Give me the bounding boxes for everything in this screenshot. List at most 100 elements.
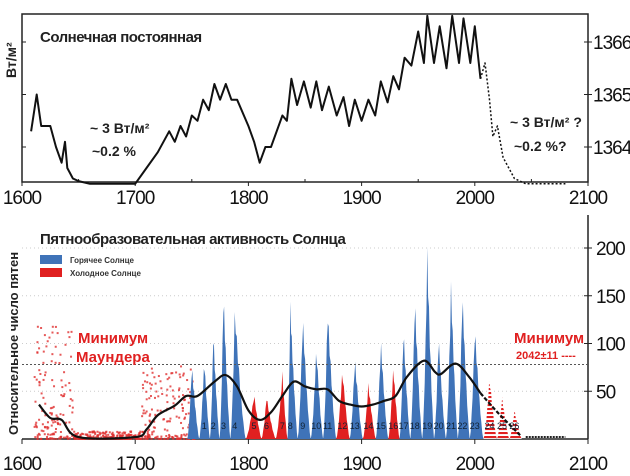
maunder-sunspot-point bbox=[132, 434, 135, 437]
maunder-sunspot-point bbox=[128, 435, 131, 438]
maunder-sunspot-point bbox=[166, 437, 169, 440]
maunder-sunspot-point bbox=[119, 434, 122, 437]
maunder-sunspot-point bbox=[186, 437, 189, 440]
maunder-sunspot-point bbox=[46, 426, 49, 429]
sunspot-y-tick-label: 150 bbox=[596, 287, 625, 308]
maunder-sunspot-point bbox=[67, 331, 70, 334]
smoothed-forecast-line bbox=[479, 392, 521, 436]
maunder-sunspot-point bbox=[36, 437, 39, 440]
tsi-x-tick-label: 1600 bbox=[3, 188, 42, 209]
maunder-sunspot-point bbox=[181, 409, 184, 412]
maunder-sunspot-point bbox=[51, 419, 54, 422]
maunder-sunspot-point bbox=[105, 434, 108, 437]
legend-swatch-cold bbox=[40, 268, 62, 277]
maunder-sunspot-point bbox=[38, 381, 41, 384]
maunder-sunspot-point bbox=[162, 418, 165, 421]
cycle-number-label: 8 bbox=[288, 421, 293, 431]
maunder-sunspot-point bbox=[54, 325, 57, 328]
maunder-sunspot-point bbox=[168, 433, 171, 436]
maunder-sunspot-point bbox=[103, 435, 106, 438]
maunder-sunspot-point bbox=[49, 407, 52, 410]
maunder-sunspot-point bbox=[95, 436, 98, 439]
maunder-sunspot-point bbox=[146, 430, 149, 433]
maunder-sunspot-point bbox=[127, 434, 130, 437]
maunder-sunspot-point bbox=[41, 423, 44, 426]
maunder-sunspot-point bbox=[51, 406, 54, 409]
maunder-sunspot-point bbox=[44, 426, 47, 429]
maunder-sunspot-point bbox=[64, 343, 67, 346]
maunder-sunspot-point bbox=[145, 398, 148, 401]
maunder-sunspot-point bbox=[148, 434, 151, 437]
maunder-sunspot-point bbox=[35, 421, 38, 424]
maunder-sunspot-point bbox=[33, 376, 36, 379]
maunder-sunspot-point bbox=[112, 435, 115, 438]
maunder-sunspot-point bbox=[51, 379, 54, 382]
maunder-sunspot-point bbox=[59, 430, 62, 433]
maunder-sunspot-point bbox=[143, 380, 146, 383]
maunder-sunspot-point bbox=[165, 434, 168, 437]
maunder-sunspot-point bbox=[74, 433, 77, 436]
maunder-sunspot-point bbox=[109, 436, 112, 439]
tsi-series-dashed bbox=[479, 62, 566, 185]
maunder-sunspot-point bbox=[141, 405, 144, 408]
maunder-sunspot-point bbox=[122, 431, 125, 434]
maunder-sunspot-point bbox=[68, 437, 71, 440]
maunder-sunspot-point bbox=[142, 409, 145, 412]
maunder-sunspot-point bbox=[52, 405, 55, 408]
maunder-sunspot-point bbox=[180, 421, 183, 424]
maunder-sunspot-point bbox=[187, 401, 190, 404]
maunder-sunspot-point bbox=[69, 398, 72, 401]
maunder-sunspot-point bbox=[48, 336, 51, 339]
maunder-sunspot-point bbox=[44, 371, 47, 374]
maunder-sunspot-point bbox=[62, 413, 65, 416]
maunder-sunspot-point bbox=[62, 395, 65, 398]
tsi-annotation: ~ 3 Вт/м² ? bbox=[510, 114, 582, 130]
maunder-sunspot-point bbox=[183, 417, 186, 420]
maunder-sunspot-point bbox=[46, 435, 49, 438]
maunder-sunspot-point bbox=[163, 437, 166, 440]
maunder-sunspot-point bbox=[36, 435, 39, 438]
tsi-title: Солнечная постоянная bbox=[40, 29, 202, 46]
maunder-sunspot-point bbox=[146, 435, 149, 438]
maunder-sunspot-point bbox=[42, 378, 45, 381]
sunspot-cycle-19 bbox=[422, 247, 434, 439]
maunder-sunspot-point bbox=[175, 435, 178, 438]
maunder-sunspot-point bbox=[67, 437, 70, 440]
sunspot-x-tick-label: 2100 bbox=[569, 454, 608, 475]
maunder-sunspot-point bbox=[148, 397, 151, 400]
maunder-sunspot-point bbox=[153, 376, 156, 379]
sunspot-cycle-16 bbox=[388, 370, 400, 439]
maunder-sunspot-point bbox=[175, 371, 178, 374]
cycle-number-label: 1 bbox=[202, 421, 207, 431]
maunder-sunspot-point bbox=[45, 345, 48, 348]
tsi-x-tick-label: 2000 bbox=[456, 188, 495, 209]
maunder-sunspot-point bbox=[60, 394, 63, 397]
maunder-sunspot-point bbox=[65, 421, 68, 424]
maunder-sunspot-point bbox=[168, 420, 171, 423]
maunder-sunspot-point bbox=[39, 372, 42, 375]
cycle-number-label: 18 bbox=[410, 421, 420, 431]
maunder-sunspot-point bbox=[56, 332, 59, 335]
legend-swatch-hot bbox=[40, 255, 62, 264]
maunder-sunspot-point bbox=[55, 414, 58, 417]
maunder-sunspot-point bbox=[66, 435, 69, 438]
maunder-sunspot-point bbox=[166, 401, 169, 404]
maunder-sunspot-point bbox=[149, 387, 152, 390]
maunder-sunspot-point bbox=[77, 432, 80, 435]
maunder-sunspot-point bbox=[71, 406, 74, 409]
maunder-sunspot-point bbox=[141, 383, 144, 386]
maunder-sunspot-point bbox=[137, 433, 140, 436]
maunder-sunspot-point bbox=[125, 434, 128, 437]
maunder-sunspot-point bbox=[134, 434, 137, 437]
maunder-sunspot-point bbox=[44, 374, 47, 377]
maunder-sunspot-point bbox=[149, 394, 152, 397]
maunder-sunspot-point bbox=[169, 417, 172, 420]
maunder-sunspot-point bbox=[142, 371, 145, 374]
maunder-sunspot-point bbox=[107, 433, 110, 436]
maunder-sunspot-point bbox=[38, 369, 41, 372]
maunder-sunspot-point bbox=[146, 381, 149, 384]
maunder-sunspot-point bbox=[94, 431, 97, 434]
maunder-sunspot-point bbox=[144, 412, 147, 415]
maunder-sunspot-point bbox=[151, 433, 154, 436]
